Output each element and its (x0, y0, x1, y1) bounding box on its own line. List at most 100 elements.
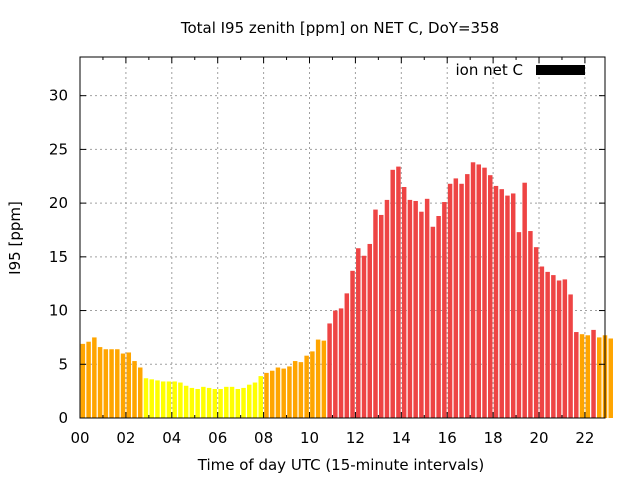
bar (281, 368, 286, 418)
bar (545, 271, 550, 418)
bar (361, 255, 367, 418)
bar (551, 275, 556, 418)
bar (470, 162, 476, 418)
ticks: 00 02 04 06 08 10 12 14 16 18 20 22 0 5 10 15 20 25 30 (49, 57, 605, 447)
bar (579, 334, 585, 418)
y-axis-label: I95 [ppm] (6, 201, 24, 275)
x-tick-label: 04 (162, 429, 181, 447)
bar (298, 362, 304, 418)
bar (424, 198, 430, 418)
bar (367, 243, 372, 418)
bar (419, 211, 424, 418)
bar (160, 381, 166, 418)
bar (321, 340, 327, 418)
bar (115, 349, 120, 418)
x-tick-label: 18 (484, 429, 503, 447)
y-tick-label: 10 (49, 302, 68, 320)
bar (390, 169, 395, 418)
bar (465, 174, 470, 418)
bar (574, 332, 579, 418)
bar (510, 193, 516, 418)
bar (327, 323, 332, 418)
bar (556, 280, 562, 418)
bar (384, 199, 390, 418)
bar (591, 329, 596, 418)
y-tick-label: 15 (49, 248, 68, 266)
x-tick-label: 02 (116, 429, 135, 447)
bar (442, 202, 447, 418)
bar (528, 231, 533, 418)
bar (97, 347, 103, 418)
bar (292, 361, 298, 418)
bar (310, 351, 315, 418)
bar (86, 341, 91, 418)
bar (522, 182, 527, 418)
bar (172, 381, 177, 418)
bar (396, 166, 401, 418)
x-tick-label: 20 (529, 429, 548, 447)
x-tick-label: 08 (254, 429, 273, 447)
x-tick-label: 06 (208, 429, 227, 447)
legend-label: ion net C (456, 61, 523, 79)
bar (597, 337, 602, 418)
bar (183, 385, 189, 418)
bar (568, 294, 573, 418)
bar (218, 388, 223, 418)
y-tick-label: 25 (49, 140, 68, 158)
y-tick-label: 30 (49, 87, 68, 105)
bar (138, 367, 143, 418)
bar (333, 310, 338, 418)
bar (562, 279, 568, 418)
bars (80, 162, 613, 419)
bar (344, 293, 350, 418)
bar (206, 387, 212, 418)
bar (476, 164, 482, 418)
bar (258, 376, 263, 418)
legend: ion net C (456, 61, 585, 79)
bar (378, 214, 384, 418)
y-tick-label: 20 (49, 194, 68, 212)
bar (533, 247, 539, 418)
legend-swatch (536, 65, 585, 75)
x-tick-label: 22 (575, 429, 594, 447)
bar (80, 343, 86, 418)
bar (241, 387, 246, 418)
bar (143, 378, 149, 418)
bar (482, 167, 487, 418)
bar (264, 372, 269, 419)
bar (252, 382, 258, 418)
bar (166, 381, 172, 418)
bar (235, 388, 241, 418)
bar (315, 339, 321, 418)
bar (447, 183, 453, 418)
bar (229, 386, 235, 418)
bar (126, 352, 132, 418)
bar (304, 355, 309, 418)
bar (585, 335, 591, 418)
bar (287, 366, 292, 418)
bar (493, 185, 499, 418)
bar (430, 226, 436, 418)
plot-frame (79, 56, 606, 419)
bar (155, 380, 160, 418)
x-tick-label: 14 (392, 429, 411, 447)
x-tick-label: 12 (346, 429, 365, 447)
bar (413, 200, 418, 418)
chart-title: Total I95 zenith [ppm] on NET C, DoY=358 (180, 19, 499, 37)
bar (224, 386, 229, 418)
bar (459, 183, 464, 418)
bar (608, 338, 613, 418)
bar (401, 187, 407, 418)
bar (436, 216, 441, 418)
bar (103, 349, 109, 418)
bar (539, 266, 545, 418)
bar (120, 353, 126, 418)
bar (453, 178, 459, 418)
bar (178, 382, 183, 418)
bar (92, 337, 97, 418)
bar (516, 232, 522, 418)
y-tick-label: 0 (58, 409, 68, 427)
bar (189, 387, 195, 418)
bar (109, 349, 114, 418)
